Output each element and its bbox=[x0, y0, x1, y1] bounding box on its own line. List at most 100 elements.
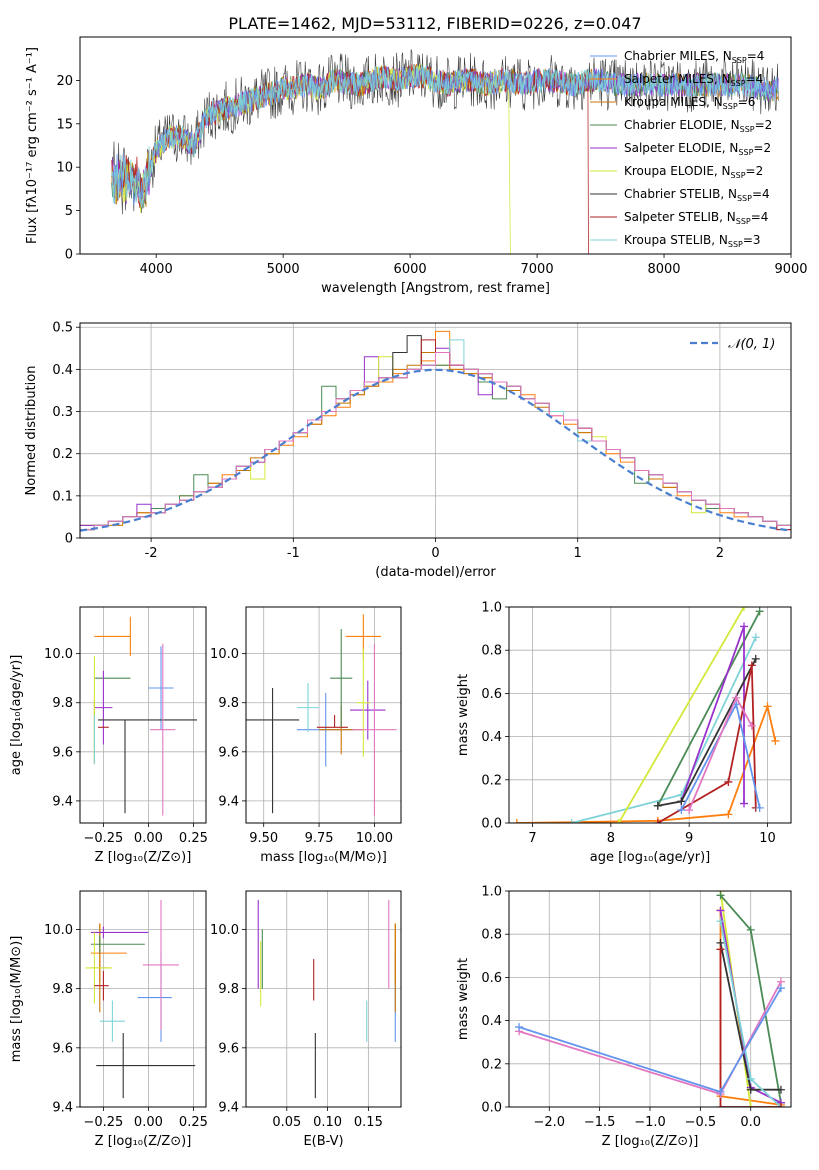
tick-label-y: 9.6 bbox=[218, 745, 239, 760]
tick-label-x: −2.0 bbox=[533, 1115, 565, 1130]
plus-marker bbox=[724, 777, 733, 786]
y-axis-label: Flux [fλ10⁻¹⁷ erg cm⁻² s⁻¹ A⁻¹] bbox=[25, 47, 40, 244]
legend-subscript: SSP bbox=[731, 79, 746, 88]
tick-label-x: 0.15 bbox=[354, 1115, 383, 1130]
tick-label-y: 0.4 bbox=[52, 363, 73, 378]
tick-label-x: −0.5 bbox=[685, 1115, 717, 1130]
panel-1: -2 -1 0 1 2 0 0.1 0.2 0.3 0.4 0.5 (data-model)/erro… bbox=[24, 321, 792, 580]
tick-label-y: 0 bbox=[65, 248, 73, 263]
tick-label-y: 0.4 bbox=[481, 730, 502, 745]
x-axis-label: Z [log₁₀(Z/Z⊙)] bbox=[95, 1134, 192, 1149]
plus-marker bbox=[716, 917, 725, 926]
legend-tail: =4 bbox=[751, 210, 769, 224]
legend-subscript: SSP bbox=[740, 125, 755, 134]
plus-marker bbox=[740, 622, 748, 631]
tick-label-x: 4000 bbox=[140, 262, 173, 277]
plus-marker bbox=[716, 906, 725, 915]
tick-label-x: 9.50 bbox=[249, 831, 278, 846]
tick-label-x: 0 bbox=[431, 546, 439, 561]
tick-label-x: 10 bbox=[759, 831, 776, 846]
plus-marker bbox=[776, 984, 785, 993]
plus-marker bbox=[746, 925, 755, 934]
plus-marker bbox=[677, 806, 686, 815]
plus-marker bbox=[512, 819, 521, 823]
tick-label-y: 0.6 bbox=[481, 687, 502, 702]
tick-label-y: 9.8 bbox=[52, 982, 73, 997]
tick-label-y: 9.8 bbox=[218, 982, 239, 997]
axes-frame bbox=[79, 322, 792, 539]
plus-marker bbox=[746, 1103, 755, 1107]
tick-label-y: 9.6 bbox=[52, 1041, 73, 1056]
weight-line bbox=[680, 626, 745, 804]
plus-marker bbox=[653, 819, 662, 823]
tick-label-x: 1 bbox=[574, 546, 582, 561]
x-axis-label: mass [log₁₀(M/M⊙)] bbox=[260, 850, 387, 865]
x-axis-label: E(B-V) bbox=[303, 1134, 343, 1149]
plus-marker bbox=[776, 1103, 785, 1107]
axes-frame bbox=[245, 890, 402, 1108]
x-axis-label: (data-model)/error bbox=[375, 565, 496, 580]
plus-marker bbox=[653, 801, 662, 810]
x-axis-label: Z [log₁₀(Z/Z⊙)] bbox=[95, 850, 192, 865]
plus-marker bbox=[716, 945, 725, 954]
legend-tail: =2 bbox=[746, 164, 764, 178]
tick-label-y: 5 bbox=[65, 204, 73, 219]
errorbars bbox=[257, 899, 396, 1099]
weight-line bbox=[657, 665, 757, 823]
panel-3: 9.50 9.75 10.00 9.4 9.6 9.8 10.0 mass [log₁₀(M/… bbox=[210, 606, 402, 865]
tick-label-y: 0.1 bbox=[52, 489, 73, 504]
tick-label-x: 7000 bbox=[521, 262, 554, 277]
tick-label-x: 9000 bbox=[774, 262, 807, 277]
legend-label: Chabrier ELODIE, NSSP=2 bbox=[624, 118, 772, 134]
histogram-series bbox=[80, 352, 791, 538]
y-axis-label: age [log₁₀(age/yr)] bbox=[9, 655, 24, 776]
legend-subscript: SSP bbox=[731, 171, 746, 180]
tick-label-y: 9.4 bbox=[218, 1101, 239, 1116]
tick-label-y: 0.6 bbox=[481, 971, 502, 986]
tick-label-x: 6000 bbox=[394, 262, 427, 277]
tick-label-y: 0.3 bbox=[52, 405, 73, 420]
plus-marker bbox=[751, 654, 760, 663]
tick-label-y: 10.0 bbox=[210, 923, 239, 938]
weight-line bbox=[617, 607, 745, 823]
plus-marker bbox=[614, 819, 623, 823]
plus-marker bbox=[746, 1074, 755, 1083]
legend-tail: =4 bbox=[747, 49, 765, 63]
panel-7: −2.0 −1.5 −1.0 −0.5 0.0 0.0 0.2 0.4 0.6 0.8 1.0 Z [… bbox=[456, 885, 792, 1149]
y-axis-label: mass weight bbox=[456, 674, 471, 756]
axes-frame bbox=[508, 890, 792, 1108]
x-axis-label: age [log₁₀(age/yr)] bbox=[590, 850, 711, 865]
plus-marker bbox=[677, 797, 686, 806]
tick-label-y: 1.0 bbox=[481, 601, 502, 616]
legend-subscript: SSP bbox=[736, 217, 751, 226]
tick-label-y: 9.6 bbox=[52, 745, 73, 760]
tick-label-x: 0.10 bbox=[313, 1115, 342, 1130]
legend-label: Kroupa MILES, NSSP=6 bbox=[624, 95, 755, 111]
tick-label-y: 9.4 bbox=[52, 1101, 73, 1116]
legend-tail: =6 bbox=[738, 95, 756, 109]
tick-label-x: −0.25 bbox=[83, 831, 123, 846]
figure-title: PLATE=1462, MJD=53112, FIBERID=0226, z=0… bbox=[228, 14, 641, 33]
spectrum-series bbox=[111, 63, 779, 208]
weight-line bbox=[719, 949, 781, 1107]
errorbars bbox=[246, 614, 397, 816]
legend-tail: =4 bbox=[746, 72, 764, 86]
tick-label-y: 0.5 bbox=[52, 321, 73, 336]
tick-label-y: 9.4 bbox=[52, 794, 73, 809]
tick-label-y: 15 bbox=[56, 117, 73, 132]
tick-label-y: 20 bbox=[56, 74, 73, 89]
x-axis-label: wavelength [Angstrom, rest frame] bbox=[321, 281, 550, 296]
legend-label: Salpeter MILES, NSSP=4 bbox=[624, 72, 763, 88]
legend-label: Chabrier STELIB, NSSP=4 bbox=[624, 187, 770, 203]
tick-label-y: 0.2 bbox=[481, 1057, 502, 1072]
plus-marker bbox=[716, 1103, 725, 1107]
tick-label-x: 0.05 bbox=[272, 1115, 301, 1130]
weight-line bbox=[516, 703, 777, 823]
errorbars bbox=[93, 616, 197, 816]
plus-marker bbox=[751, 633, 760, 642]
tick-label-y: 10.0 bbox=[44, 923, 73, 938]
tick-label-y: 9.8 bbox=[52, 696, 73, 711]
panel-6: 0.05 0.10 0.15 9.4 9.6 9.8 10.0 E(B-V) bbox=[210, 890, 402, 1149]
tick-label-x: 0.0 bbox=[740, 1115, 761, 1130]
